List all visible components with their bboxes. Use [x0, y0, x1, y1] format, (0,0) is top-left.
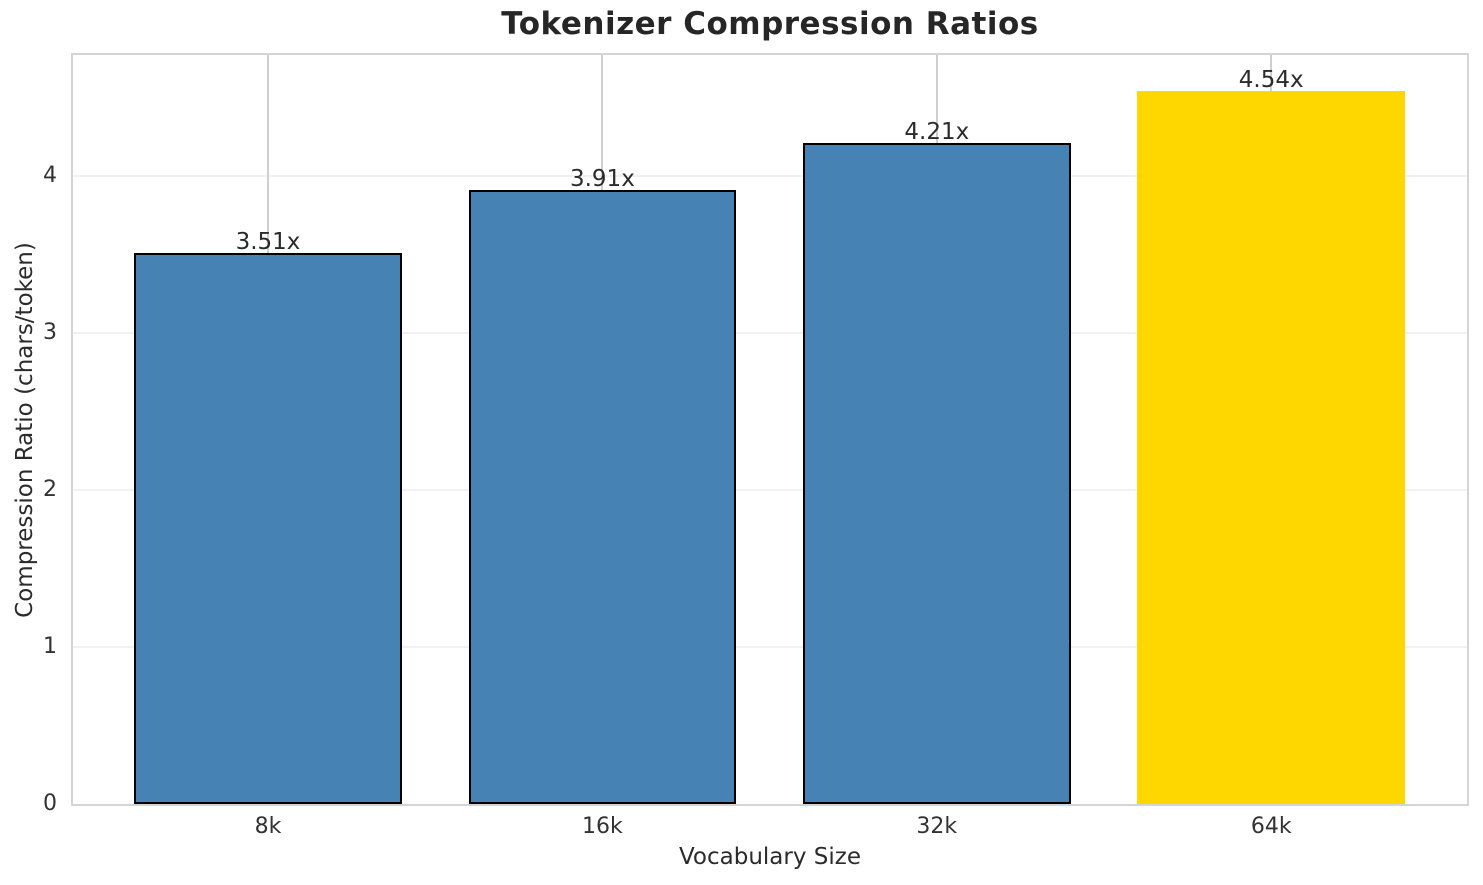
- x-tick-label: 32k: [916, 814, 958, 839]
- plot-area: 3.51x 3.91x 4.21x 4.54x: [71, 53, 1469, 806]
- x-tick-label: 8k: [254, 814, 282, 839]
- horizontal-gridline: [73, 488, 1467, 491]
- horizontal-gridline: [73, 331, 1467, 334]
- x-axis-label: Vocabulary Size: [678, 844, 861, 870]
- bar-value-label: 3.51x: [235, 228, 301, 255]
- chart-title: Tokenizer Compression Ratios: [501, 6, 1039, 42]
- horizontal-gridline: [73, 645, 1467, 648]
- y-tick-label: 3: [43, 319, 57, 345]
- y-tick-label: 2: [43, 476, 57, 502]
- bar-value-label: 4.21x: [904, 118, 970, 145]
- bar-32k: [803, 142, 1071, 804]
- x-tick-label: 16k: [582, 814, 623, 839]
- y-tick-label: 0: [43, 791, 57, 816]
- bar-value-label: 3.91x: [569, 165, 635, 192]
- bar-8k: [134, 252, 402, 804]
- bar-64k: [1137, 91, 1405, 804]
- y-tick-label: 1: [43, 633, 57, 659]
- y-axis-label: Compression Ratio (chars/token): [12, 242, 38, 618]
- bar-value-label: 4.54x: [1238, 66, 1304, 93]
- x-tick-label: 64k: [1250, 814, 1292, 839]
- horizontal-gridline: [73, 174, 1467, 177]
- y-tick-label: 4: [43, 162, 57, 188]
- bar-16k: [468, 190, 737, 804]
